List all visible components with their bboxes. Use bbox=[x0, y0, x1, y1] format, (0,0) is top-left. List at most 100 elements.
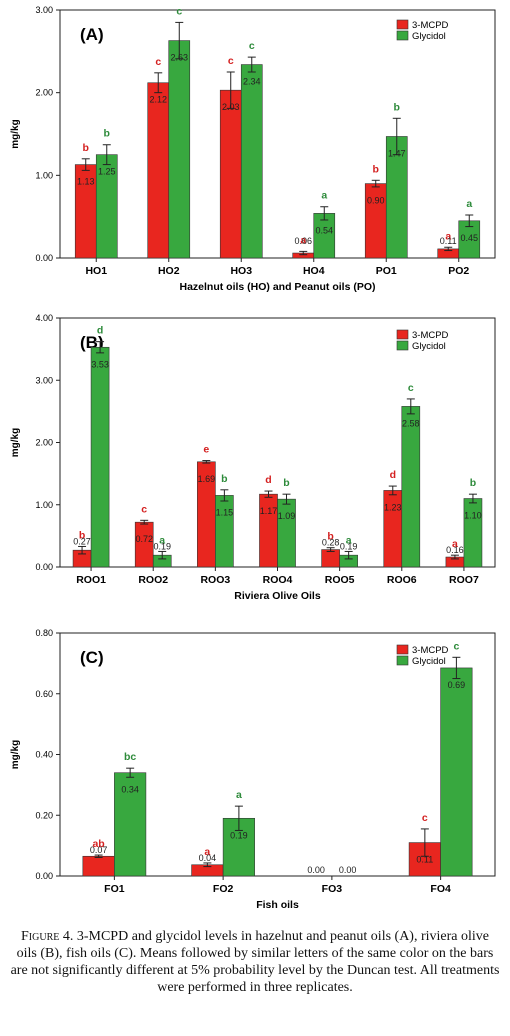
panel-3-ytick-label: 0.40 bbox=[35, 750, 53, 760]
panel-2-ylabel: mg/kg bbox=[10, 428, 21, 457]
figure-caption: Figure 4. 3-MCPD and glycidol levels in … bbox=[10, 928, 500, 996]
panel-2-ytick-label: 1.00 bbox=[35, 500, 53, 510]
panel-1-xtick-label: HO1 bbox=[85, 265, 107, 277]
panel-3-letter-mcpd: a bbox=[204, 846, 210, 858]
panel-2-xtick-label: ROO1 bbox=[76, 574, 106, 586]
panel-2-letter-mcpd: e bbox=[203, 444, 209, 456]
panel-1-letter-mcpd: a bbox=[445, 230, 451, 242]
panel-2-bar-glycidol bbox=[90, 346, 110, 568]
panel-2-bar-glycidol bbox=[277, 498, 296, 568]
panel-1-xtick-label: PO1 bbox=[376, 265, 397, 277]
panel-2-letter-mcpd: a bbox=[452, 538, 458, 550]
panel-2-xtick-label: ROO4 bbox=[263, 574, 293, 586]
panel-2-value-label-glycidol: 1.09 bbox=[278, 511, 296, 521]
panel-2-letter-glycidol: b bbox=[470, 477, 476, 489]
panel-1-frame bbox=[59, 9, 496, 259]
panel-2-value-label-mcpd: 1.23 bbox=[384, 502, 402, 512]
panel-1-value-label-glycidol: 1.47 bbox=[388, 148, 406, 158]
panel-1-letter-mcpd: b bbox=[373, 163, 379, 175]
panel-1-legend-swatch-mcpd bbox=[396, 19, 409, 30]
panel-1-value-label-glycidol: 0.45 bbox=[460, 233, 478, 243]
panel-1-value-label-glycidol: 2.34 bbox=[243, 77, 261, 87]
panel-1-value-label-mcpd: 2.03 bbox=[222, 102, 240, 112]
panel-2-letter-mcpd: b bbox=[327, 531, 333, 543]
panel-1-letter-glycidol: a bbox=[466, 198, 472, 210]
panel-1-xtick-label: HO4 bbox=[303, 265, 325, 277]
panel-2-letter-glycidol: a bbox=[159, 534, 165, 546]
panel-1-letter-glycidol: b bbox=[104, 128, 110, 140]
panel-1-value-label-mcpd: 0.11 bbox=[440, 236, 457, 246]
panel-2-letter-mcpd: d bbox=[390, 469, 396, 481]
panel-2-value-label-mcpd: 0.27 bbox=[73, 536, 91, 546]
panel-2-letter-mcpd: d bbox=[265, 474, 271, 486]
panel-1-ytick-label: 1.00 bbox=[35, 170, 53, 180]
panel-1-value-label-mcpd: 0.06 bbox=[294, 236, 312, 246]
panel-1-letter-glycidol: b bbox=[394, 101, 400, 113]
panel-1-letter-mcpd: b bbox=[83, 142, 89, 154]
panel-3-xlabel: Fish oils bbox=[256, 899, 299, 911]
panel-1-letter-glycidol: c bbox=[176, 5, 182, 17]
panel-2-letter-glycidol: c bbox=[408, 382, 414, 394]
panel-1-legend-label-glycidol: Glycidol bbox=[412, 31, 446, 42]
panel-2-value-label-glycidol: 0.19 bbox=[153, 541, 171, 551]
panel-1-bar-mcpd bbox=[219, 89, 242, 259]
panel-2-value-label-mcpd: 0.72 bbox=[135, 534, 153, 544]
panel-3-value-label-mcpd: 0.11 bbox=[416, 855, 433, 865]
panel-2-xlabel: Riviera Olive Oils bbox=[234, 590, 321, 602]
panel-2-letter-glycidol: b bbox=[221, 473, 227, 485]
panel-1-xtick-label: HO3 bbox=[230, 265, 252, 277]
panel-2-value-label-mcpd: 1.69 bbox=[198, 474, 216, 484]
panel-3-xtick-label: FO1 bbox=[104, 883, 125, 895]
panel-2-bar-glycidol bbox=[401, 406, 421, 568]
panel-2-ytick-label: 3.00 bbox=[35, 375, 53, 385]
panel-3-xtick-label: FO4 bbox=[430, 883, 451, 895]
panel-2-value-label-mcpd: 0.28 bbox=[322, 538, 340, 548]
panel-3-bar-mcpd bbox=[82, 855, 115, 877]
panel-2-letter-mcpd: b bbox=[79, 529, 85, 541]
panel-3-letter-mcpd: c bbox=[422, 812, 428, 824]
panel-2-xtick-label: ROO6 bbox=[387, 574, 417, 586]
panel-2-value-label-glycidol: 2.58 bbox=[402, 418, 420, 428]
panel-1-letter-glycidol: c bbox=[249, 40, 255, 52]
panel-3-ytick-label: 0.60 bbox=[35, 689, 53, 699]
panel-3-letter-mcpd: ab bbox=[92, 838, 104, 850]
panel-1-letter-mcpd: a bbox=[300, 234, 306, 246]
panel-1-legend-label-mcpd: 3-MCPD bbox=[412, 20, 449, 31]
panel-3-legend-label-mcpd: 3-MCPD bbox=[412, 645, 449, 656]
panel-3-value-label-glycidol: 0.34 bbox=[121, 785, 139, 795]
panel-3-ytick-label: 0.80 bbox=[35, 628, 53, 638]
panel-2-legend-label-mcpd: 3-MCPD bbox=[412, 330, 449, 341]
panel-3-value-label-mcpd: 0.07 bbox=[90, 845, 108, 855]
panel-2-value-label-glycidol: 3.53 bbox=[91, 359, 109, 369]
panel-1-value-label-glycidol: 1.25 bbox=[98, 167, 116, 177]
panel-1-ylabel: mg/kg bbox=[10, 119, 21, 148]
panel-2-bar-mcpd bbox=[321, 549, 340, 568]
panel-2-letter-glycidol: a bbox=[346, 534, 352, 546]
panel-1-legend-swatch-glycidol bbox=[396, 30, 409, 41]
panel-1-ytick-label: 2.00 bbox=[35, 88, 53, 98]
panel-2-value-label-mcpd: 1.17 bbox=[260, 506, 278, 516]
panel-3-value-label-mcpd: 0.00 bbox=[307, 865, 325, 875]
panel-2-letter-glycidol: d bbox=[97, 325, 103, 337]
panel-3-value-label-glycidol: 0.19 bbox=[230, 830, 248, 840]
panel-1-value-label-mcpd: 1.13 bbox=[77, 177, 95, 187]
panel-1-bar-glycidol bbox=[168, 40, 191, 259]
panel-1-label: (A) bbox=[80, 25, 104, 44]
panel-3-letter-glycidol: a bbox=[236, 789, 242, 801]
panel-3-value-label-glycidol: 0.69 bbox=[448, 680, 466, 690]
panel-2-xtick-label: ROO3 bbox=[200, 574, 230, 586]
panel-2-bar-glycidol bbox=[215, 495, 234, 568]
panel-2-ytick-label: 2.00 bbox=[35, 438, 53, 448]
panel-3-value-label-mcpd: 0.04 bbox=[199, 853, 217, 863]
panel-3-legend-swatch-glycidol bbox=[396, 655, 409, 666]
panel-3-letter-glycidol: bc bbox=[124, 751, 136, 763]
panel-1-letter-mcpd: c bbox=[228, 55, 234, 67]
panel-2-value-label-glycidol: 1.10 bbox=[464, 511, 482, 521]
panel-2-ytick-label: 4.00 bbox=[35, 313, 53, 323]
panel-2-xtick-label: ROO7 bbox=[449, 574, 479, 586]
panel-2-xtick-label: ROO5 bbox=[325, 574, 355, 586]
panel-1-value-label-glycidol: 2.63 bbox=[170, 53, 188, 63]
caption-text: 3-MCPD and glycidol levels in hazelnut a… bbox=[10, 929, 500, 995]
panel-3-label: (C) bbox=[80, 648, 104, 667]
panel-1-value-label-mcpd: 2.12 bbox=[149, 95, 167, 105]
